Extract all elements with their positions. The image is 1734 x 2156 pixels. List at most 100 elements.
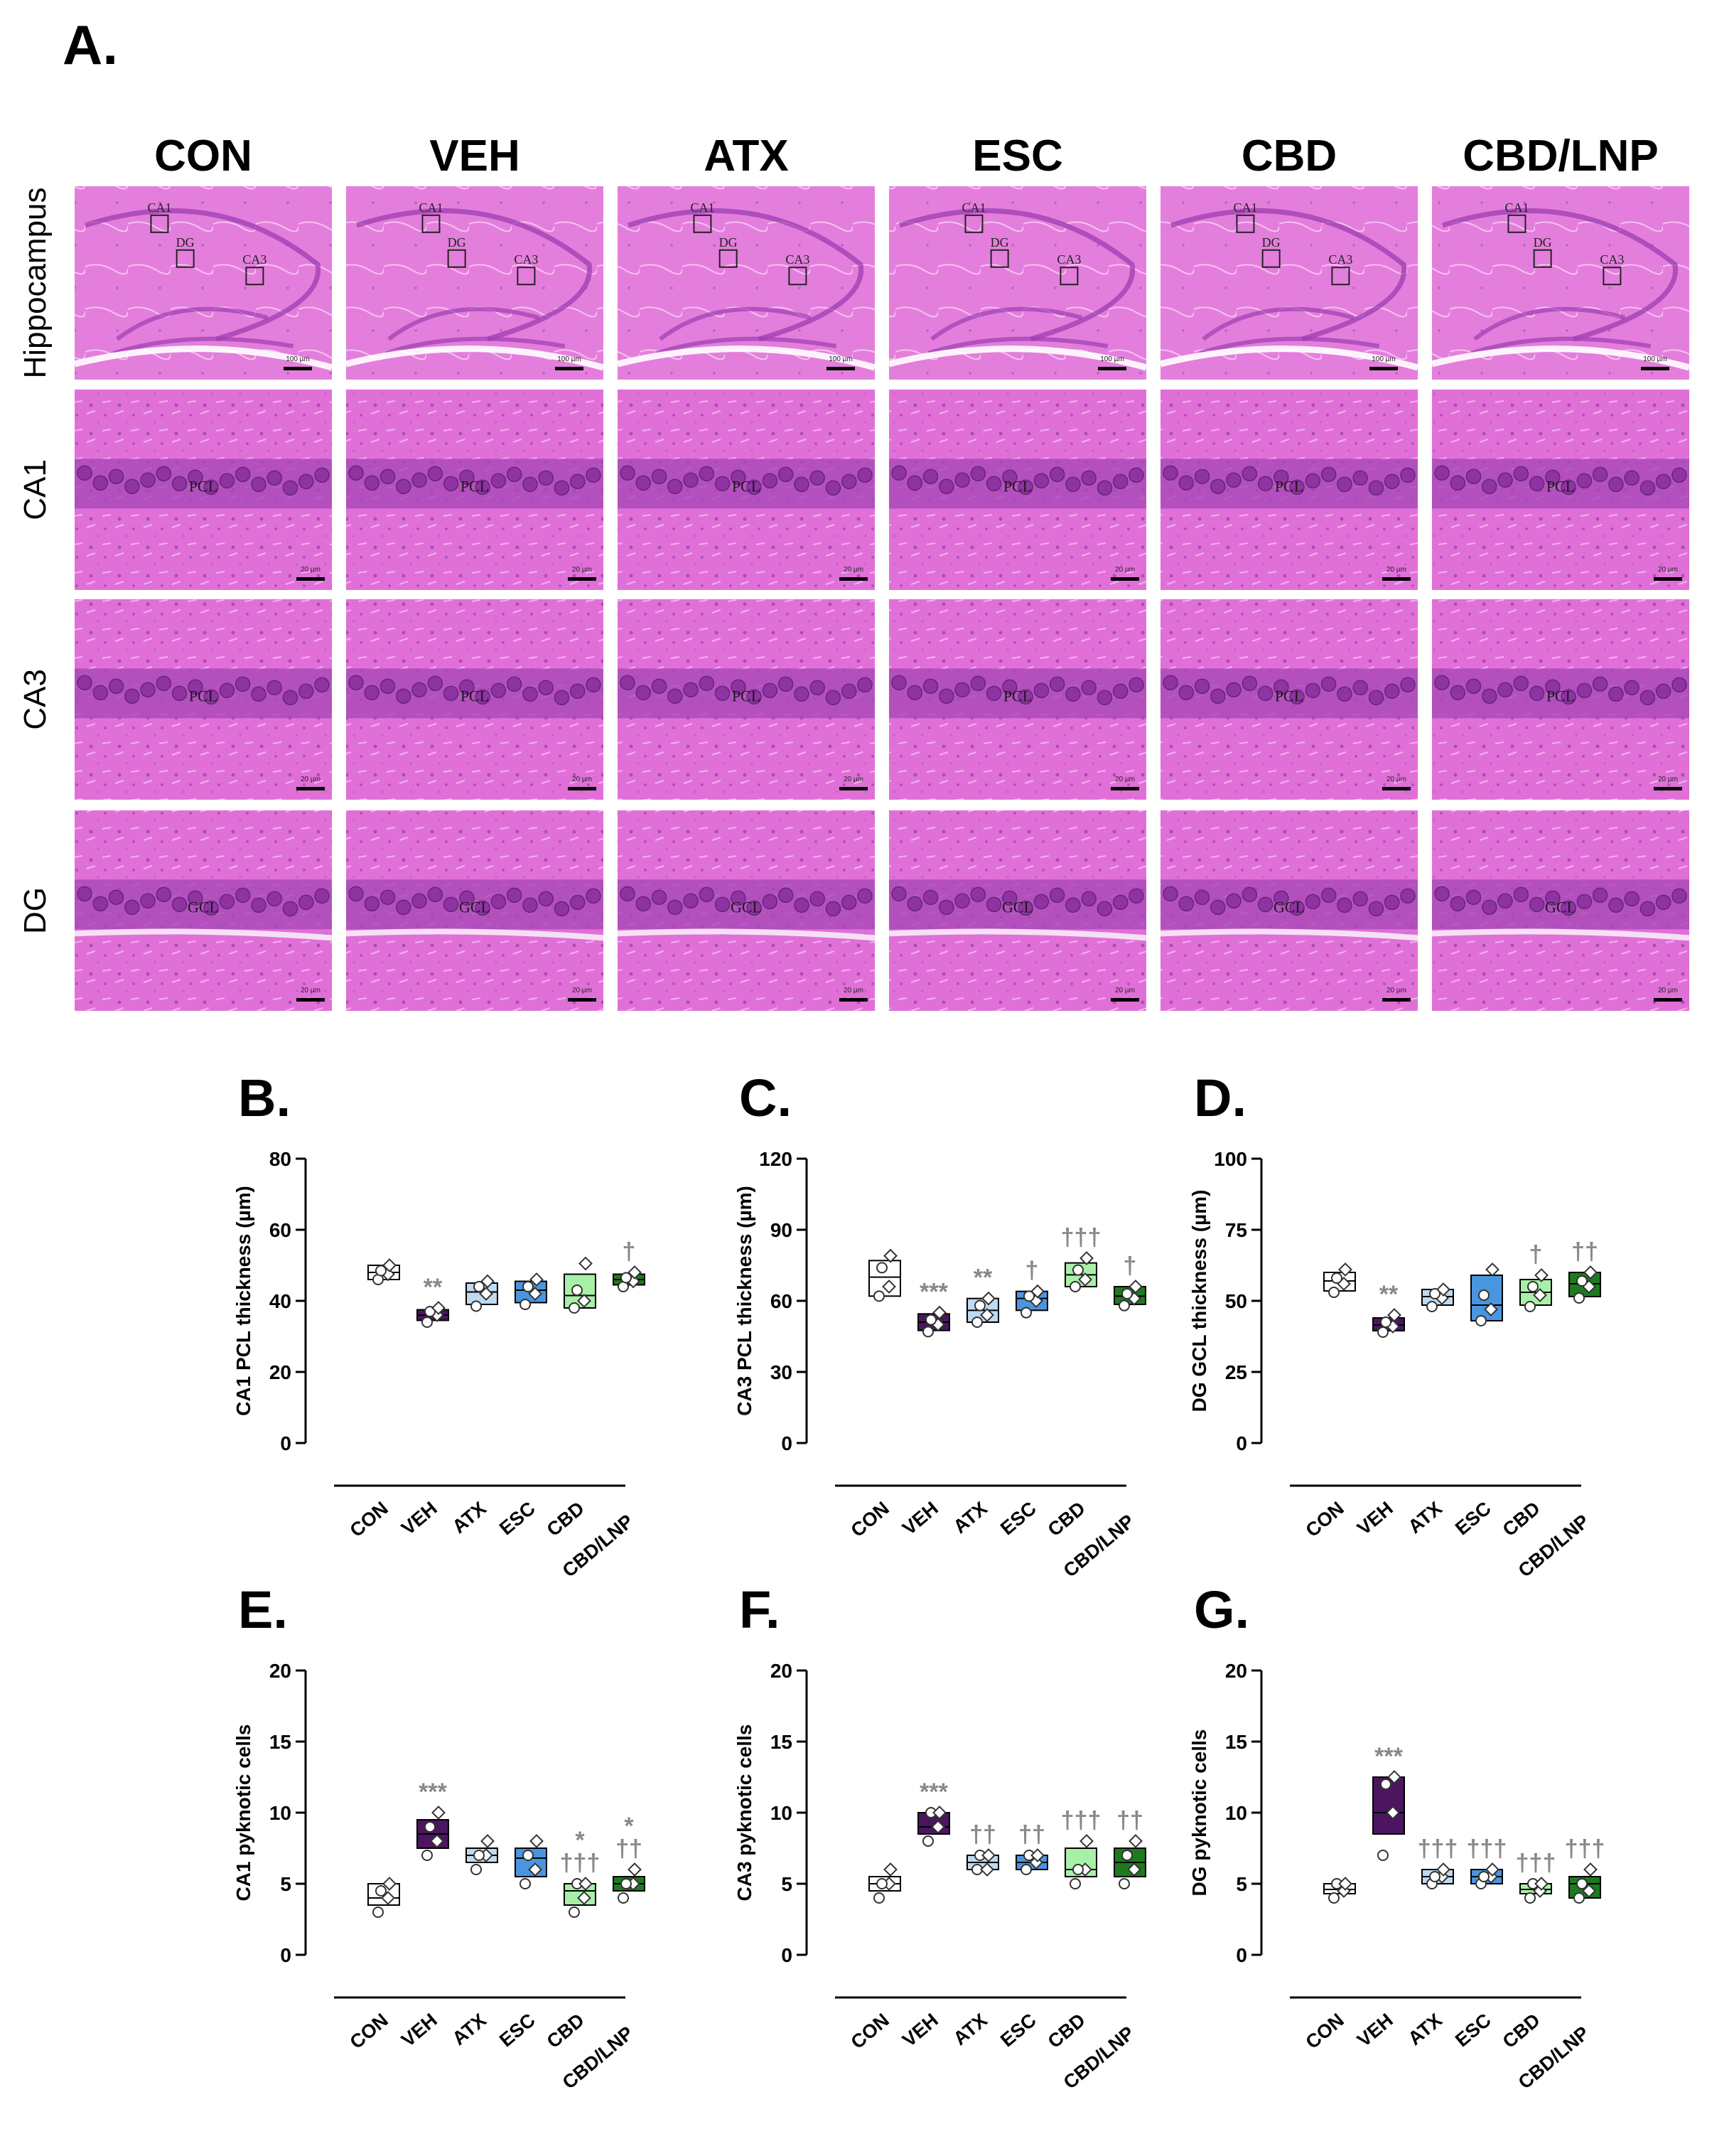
- micrograph-ca3-veh: PCL 20 µm: [346, 599, 603, 800]
- data-point: [971, 1316, 983, 1328]
- data-point: [1387, 1308, 1401, 1322]
- significance-mark: †: [623, 1238, 636, 1265]
- region-box-ca1: [421, 214, 441, 233]
- data-point: [529, 1272, 544, 1287]
- scale-bar-label: 20 µm: [1658, 987, 1678, 994]
- scale-bar: [1369, 367, 1398, 370]
- data-point: [1524, 1301, 1536, 1312]
- data-point: [1129, 1834, 1143, 1848]
- scale-bar-label: 20 µm: [301, 987, 321, 994]
- data-point: [883, 1862, 898, 1877]
- region-box-label: CA3: [1057, 252, 1081, 267]
- y-tick-label: 20: [269, 1660, 291, 1682]
- data-point: [479, 1287, 493, 1301]
- data-point: [1079, 1834, 1094, 1848]
- y-axis-label: CA3 pyknotic cells: [733, 1725, 755, 1902]
- data-point: [1484, 1302, 1498, 1316]
- data-point: [876, 1878, 888, 1889]
- layer-label: PCL: [461, 687, 489, 704]
- significance-mark: ††: [1571, 1238, 1598, 1265]
- layer-label: PCL: [1546, 477, 1575, 495]
- data-point: [1021, 1307, 1032, 1319]
- layer-label: GCL: [459, 898, 490, 916]
- scale-bar: [839, 998, 868, 1002]
- scale-bar: [555, 367, 583, 370]
- x-tick-label: ATX: [448, 2010, 490, 2049]
- data-point: [577, 1294, 591, 1308]
- y-axis-label: CA1 PCL thickness (µm): [232, 1186, 254, 1416]
- data-point: [1023, 1290, 1035, 1302]
- scale-bar-label: 100 µm: [1643, 355, 1667, 363]
- micrograph-dg-cbd-lnp: GCL 20 µm: [1431, 810, 1690, 1011]
- x-tick-label: CON: [847, 2010, 893, 2054]
- data-point: [1475, 1315, 1487, 1326]
- scale-bar: [296, 577, 325, 581]
- data-point: [1127, 1862, 1141, 1877]
- layer-label: GCL: [731, 898, 762, 916]
- region-box-label: DG: [1534, 235, 1552, 250]
- data-point: [1030, 1284, 1045, 1299]
- micrograph-ca1-con: PCL 20 µm: [75, 390, 332, 590]
- region-box-dg: [447, 249, 466, 268]
- significance-mark: †††: [1516, 1850, 1556, 1877]
- data-point: [1582, 1884, 1596, 1898]
- y-tick-label: 40: [269, 1290, 291, 1312]
- scale-bar: [568, 787, 596, 790]
- scale-bar: [826, 367, 855, 370]
- panel-letter: D.: [1194, 1068, 1246, 1127]
- layer-label: PCL: [732, 687, 760, 704]
- significance-mark: ***: [419, 1779, 447, 1806]
- data-point: [473, 1850, 485, 1861]
- significance-mark: †: [1025, 1257, 1039, 1285]
- micrograph-dg-con: GCL 20 µm: [74, 810, 333, 1011]
- data-point: [480, 1274, 495, 1289]
- panel-a-letter: A.: [63, 14, 118, 76]
- x-tick-label: CON: [346, 2010, 392, 2054]
- x-tick-label: CBD: [543, 1498, 588, 1541]
- data-point: [620, 1878, 632, 1889]
- data-point: [522, 1281, 534, 1292]
- data-point: [470, 1300, 482, 1312]
- data-point: [873, 1290, 885, 1302]
- scale-bar-label: 20 µm: [1386, 566, 1406, 574]
- scale-bar-label: 20 µm: [1658, 566, 1678, 574]
- data-point: [925, 1314, 937, 1326]
- data-point: [1078, 1272, 1092, 1287]
- micrograph-hippocampus-cbd: CA1 DG CA3 100 µm: [1159, 186, 1419, 380]
- y-tick-label: 50: [1225, 1290, 1247, 1312]
- scale-bar-label: 20 µm: [844, 566, 863, 574]
- micrograph-hippocampus-con: CA1 DG CA3 100 µm: [73, 186, 333, 380]
- micrograph-ca1-esc: PCL 20 µm: [889, 390, 1146, 590]
- y-tick-label: 120: [759, 1148, 792, 1170]
- column-header-cbd: CBD: [1242, 132, 1337, 181]
- data-point: [1129, 1280, 1143, 1294]
- x-tick-label: CBD: [1499, 2010, 1544, 2053]
- scale-bar: [839, 577, 868, 581]
- y-tick-label: 10: [770, 1802, 792, 1824]
- scale-bar-label: 20 µm: [1115, 566, 1135, 574]
- y-tick-label: 20: [770, 1660, 792, 1682]
- data-point: [1121, 1288, 1133, 1299]
- data-point: [528, 1862, 542, 1877]
- y-tick-label: 25: [1225, 1361, 1247, 1383]
- y-tick-label: 10: [269, 1802, 291, 1824]
- data-point: [883, 1248, 898, 1263]
- data-point: [1070, 1281, 1081, 1292]
- y-tick-label: 15: [770, 1731, 792, 1753]
- micrograph-ca3-cbd: PCL 20 µm: [1161, 599, 1418, 800]
- scale-bar: [1654, 998, 1682, 1002]
- data-point: [1429, 1871, 1440, 1882]
- scale-bar: [1382, 998, 1411, 1002]
- data-point: [1377, 1850, 1389, 1861]
- x-tick-label: ATX: [1404, 2010, 1446, 2049]
- data-point: [1070, 1878, 1081, 1889]
- data-point: [375, 1265, 387, 1277]
- data-point: [882, 1280, 896, 1294]
- y-tick-label: 30: [770, 1361, 792, 1383]
- column-header-veh: VEH: [429, 132, 519, 181]
- panel-letter: F.: [739, 1580, 780, 1639]
- data-point: [528, 1287, 542, 1301]
- region-box-label: CA3: [514, 252, 538, 267]
- region-box-ca3: [245, 267, 264, 286]
- micrograph-hippocampus-esc: CA1 DG CA3 100 µm: [888, 186, 1148, 380]
